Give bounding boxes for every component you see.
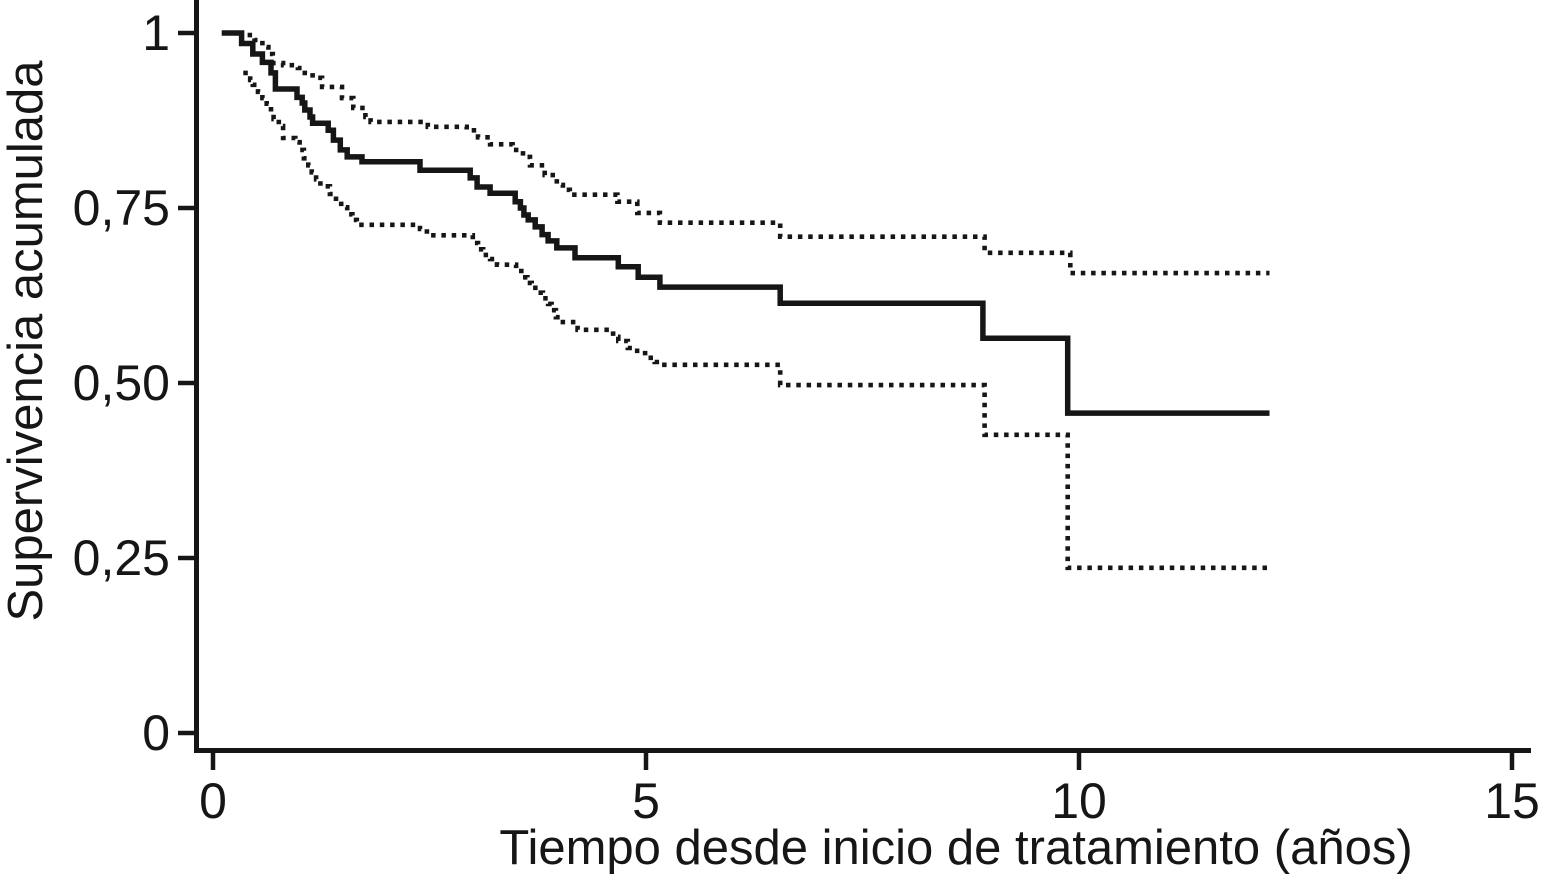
y-tick-label: 0,25: [73, 530, 170, 586]
ci-upper-curve: [247, 32, 1270, 276]
y-tick-label: 0,75: [73, 180, 170, 236]
x-tick-label: 15: [1484, 773, 1540, 829]
x-tick-label: 5: [632, 773, 660, 829]
y-ticks-group: 0 0,25 0,50 0,75 1: [73, 5, 194, 761]
x-tick-label: 0: [199, 773, 227, 829]
x-tick-label: 10: [1051, 773, 1107, 829]
y-axis-title: Supervivencia acumulada: [0, 60, 53, 622]
y-tick-label: 0: [142, 705, 170, 761]
x-axis-title: Tiempo desde inicio de tratamiento (años…: [499, 821, 1412, 875]
ci-lower-curve: [243, 70, 1270, 571]
survival-curve: [221, 30, 1270, 416]
y-tick-label: 0,50: [73, 355, 170, 411]
y-tick-label: 1: [142, 5, 170, 61]
x-ticks-group: 0 5 10 15: [199, 753, 1540, 829]
curves-layer: [221, 30, 1270, 571]
axes-layer: 0 0,25 0,50 0,75 1 0 5 10 15: [73, 0, 1540, 829]
